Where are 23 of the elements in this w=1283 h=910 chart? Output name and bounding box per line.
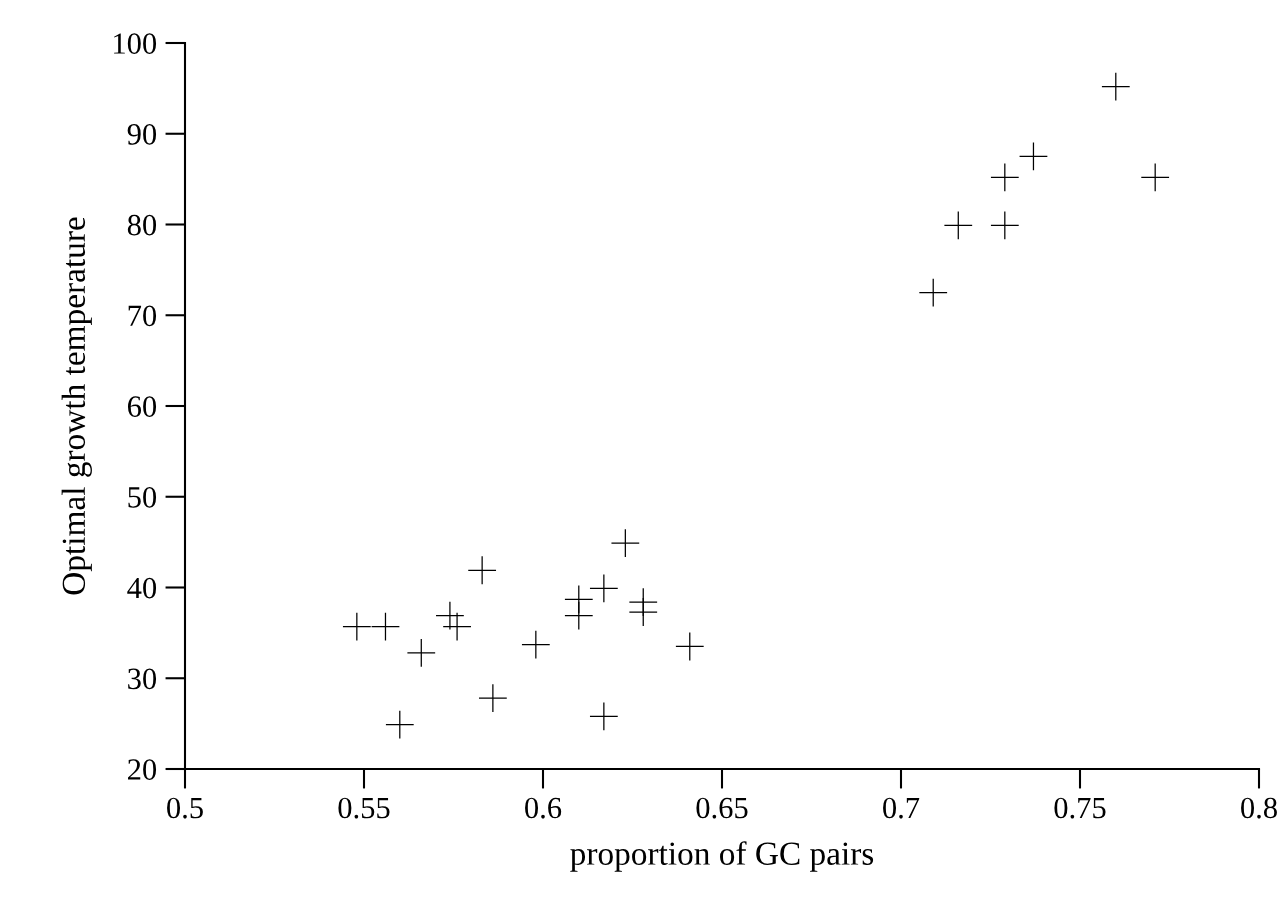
point bbox=[436, 601, 464, 630]
y-tick-label: 30 bbox=[128, 668, 157, 690]
point bbox=[611, 529, 640, 557]
y-tick-label: 80 bbox=[127, 214, 157, 236]
y-tick-label: 50 bbox=[128, 487, 157, 508]
point bbox=[443, 612, 471, 641]
x-tick-label: 0.65 bbox=[696, 797, 748, 819]
y-tick-label: 70 bbox=[128, 305, 157, 327]
y-axis-title: Optimal growth temperature bbox=[61, 217, 92, 595]
y-tick-label: 60 bbox=[127, 396, 157, 417]
x-tick-label: 0.55 bbox=[338, 797, 390, 819]
y-tick-label: 40 bbox=[127, 577, 157, 599]
x-axis-title: proportion of GC pairs bbox=[570, 841, 874, 872]
point bbox=[629, 598, 658, 626]
x-tick-label: 0.7 bbox=[883, 797, 920, 819]
y-tick-label: 20 bbox=[128, 759, 157, 780]
x-tick-label: 0.75 bbox=[1054, 797, 1106, 819]
x-tick-label: 0.6 bbox=[525, 797, 562, 819]
point bbox=[478, 684, 507, 713]
y-tick-label: 100 bbox=[114, 33, 157, 54]
x-tick-label: 0.8 bbox=[1241, 797, 1277, 819]
y-tick-label: 90 bbox=[127, 124, 157, 145]
x-tick-label: 0.5 bbox=[167, 797, 203, 819]
